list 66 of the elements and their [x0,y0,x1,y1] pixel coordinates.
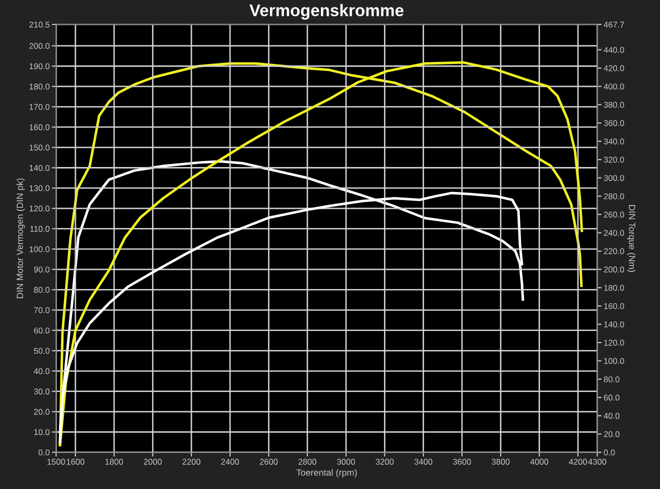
x-tick-label: 3000 [337,458,355,465]
y2-tick-label: 260.0 [604,212,624,218]
x-axis-title: Toerental (rpm) [296,469,357,478]
y2-tick-label: 200.0 [604,266,624,272]
y2-tick-label: 380.0 [604,102,624,108]
y-tick-label: 80.0 [34,286,50,293]
y-tick-label: 30.0 [34,388,50,394]
x-tick-label: 3800 [492,458,510,465]
x-tick-label: 2000 [144,458,162,465]
y2-axis-title: DIN Torque (Nm) [627,205,636,272]
y2-tick-label: 220.0 [604,248,624,254]
y2-tick-label: 420.0 [604,65,624,72]
y-tick-label: 120.0 [30,206,50,212]
x-tick-label: 2400 [221,458,239,465]
y-tick-label: 60.0 [34,328,50,334]
y2-tick-label: 60.0 [604,394,620,401]
x-tick-label: 2200 [182,458,200,465]
y-tick-label: 10.0 [34,429,50,436]
x-tick-label: 1800 [105,458,124,465]
y-tick-label: 200.0 [29,42,50,49]
y2-tick-label: 300.0 [604,175,624,181]
y2-tick-label: 120.0 [604,340,624,346]
y2-tick-label: 467.7 [604,22,624,28]
y2-tick-label: 80.0 [604,376,620,382]
y2-tick-label: 400.0 [604,84,624,90]
y-tick-label: 130.0 [30,185,50,192]
y-tick-label: 180.0 [30,84,50,90]
y-tick-label: 90.0 [34,266,50,272]
y2-tick-label: 160.0 [604,303,624,310]
y2-tick-label: 240.0 [604,230,624,236]
y-tick-label: 50.0 [34,348,50,354]
y2-tick-label: 360.0 [604,120,624,126]
y2-tick-label: 340.0 [604,138,624,144]
y-tick-label: 70.0 [34,307,50,314]
y-tick-label: 100.0 [30,246,50,252]
y-tick-label: 0.0 [38,450,50,456]
x-tick-label: 4300 [588,458,606,465]
y-tick-label: 40.0 [34,368,50,374]
x-tick-label: 3200 [376,458,394,465]
x-tick-label: 1500 [47,458,66,465]
x-tick-label: 3600 [453,458,471,465]
x-tick-label: 1600 [66,458,84,465]
x-tick-label: 3400 [414,458,432,465]
chart-title: Vermogenskromme [249,4,404,20]
y2-tick-label: 140.0 [604,321,624,328]
x-tick-label: 2800 [298,458,316,465]
y-tick-label: 140.0 [30,164,50,171]
y2-tick-label: 20.0 [604,431,620,438]
y2-tick-label: 0.0 [604,450,615,456]
y2-tick-label: 100.0 [604,358,624,364]
y-tick-label: 170.0 [30,104,50,110]
x-tick-label: 2600 [260,458,278,465]
y2-tick-label: 180.0 [604,284,624,291]
y2-tick-label: 320.0 [604,156,624,163]
y-tick-label: 160.0 [30,124,50,130]
y-tick-label: 110.0 [30,226,50,232]
y-tick-label: 20.0 [34,408,50,415]
y-tick-label: 210.5 [29,22,50,28]
y2-tick-label: 280.0 [604,193,624,200]
x-tick-label: 4200 [568,458,587,465]
y2-tick-label: 40.0 [604,412,620,419]
y-tick-label: 150.0 [30,144,50,151]
y-tick-label: 190.0 [30,63,50,70]
y2-tick-label: 440.0 [604,46,624,53]
y-axis-title: DIN Motor Vermogen (DIN pk) [16,178,25,298]
x-tick-label: 4000 [530,458,548,465]
